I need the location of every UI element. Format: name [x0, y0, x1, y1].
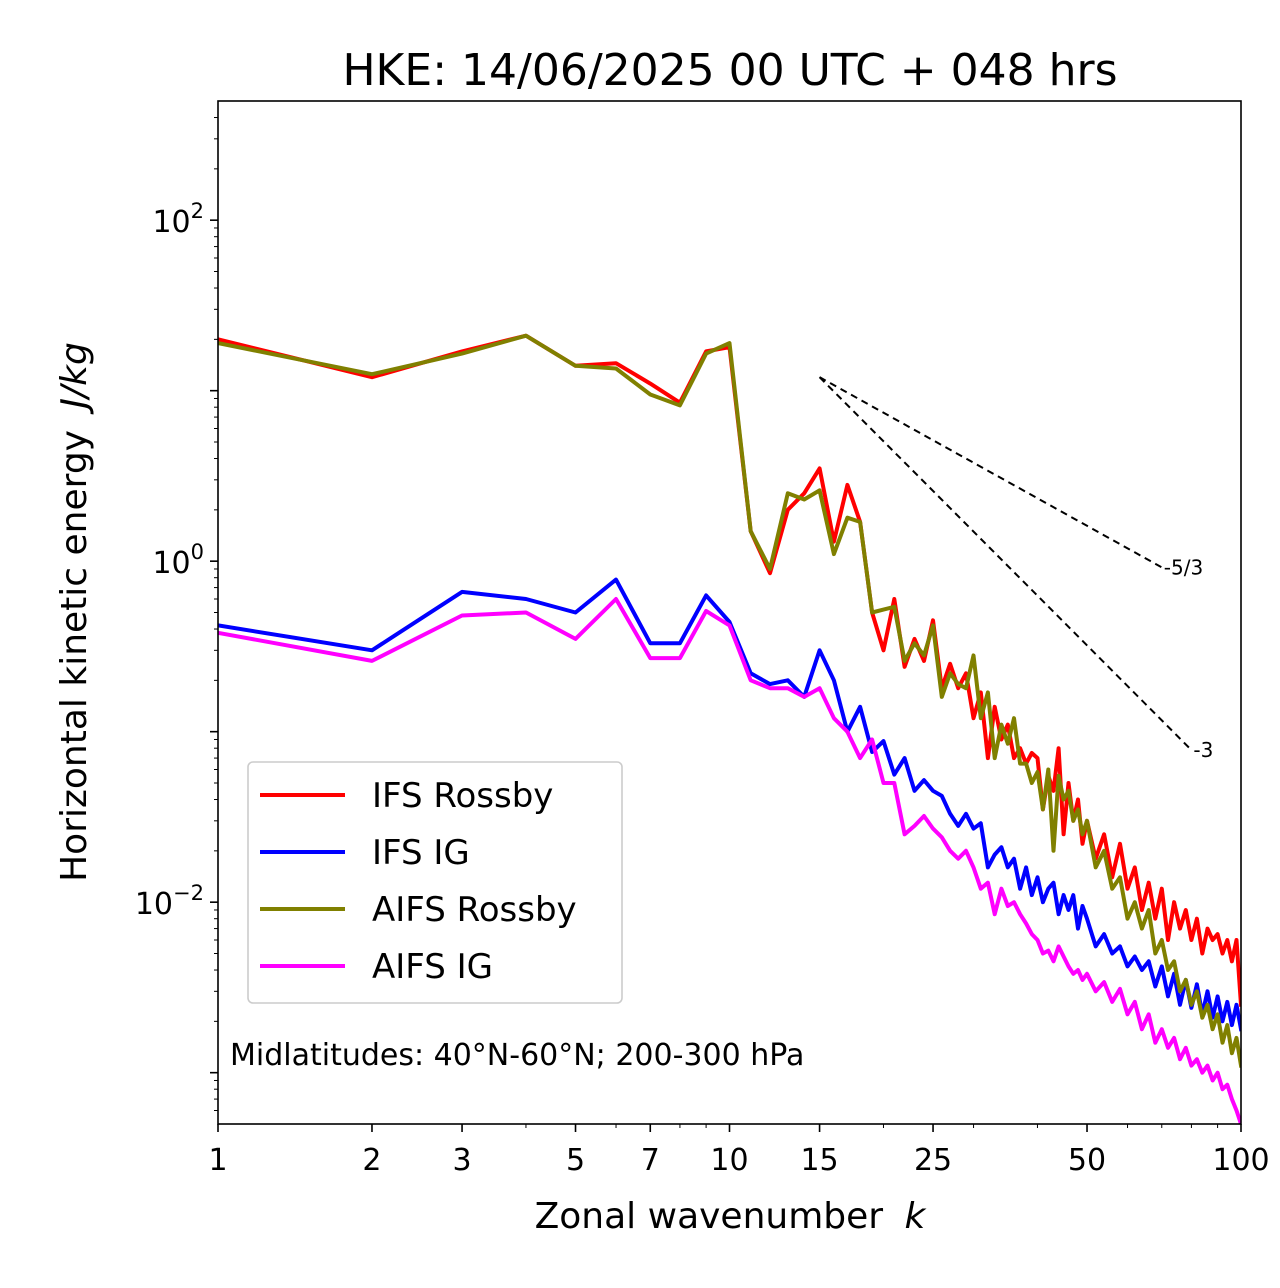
- legend-label: AIFS IG: [372, 947, 493, 987]
- reference-slopes: -5/3 -3: [818, 376, 1213, 762]
- y-tick-base: 10: [152, 546, 190, 581]
- slope-label: -3: [1193, 738, 1213, 762]
- slope-label: -5/3: [1164, 555, 1203, 579]
- legend-frame: [247, 761, 623, 1004]
- slope-line: [819, 376, 1163, 569]
- series-line: [218, 577, 1241, 1032]
- legend-label: AIFS Rossby: [372, 890, 577, 930]
- x-tick-label: 50: [1068, 1143, 1106, 1178]
- y-axis-label: Horizontal kinetic energy J/kg: [54, 342, 95, 882]
- x-axis-ticks: 1 2 3 5 7 10 15 25 50 100: [208, 1124, 1270, 1178]
- x-tick-label: 5: [566, 1143, 585, 1178]
- legend: IFS Rossby IFS IG AIFS Rossby AIFS IG: [247, 761, 623, 1004]
- region-annotation: Midlatitudes: 40°N-60°N; 200-300 hPa: [230, 1038, 804, 1073]
- x-tick-label: 15: [800, 1143, 838, 1178]
- x-tick-label: 10: [710, 1143, 748, 1178]
- series-layer: [218, 333, 1241, 1124]
- y-axis-label-unit: J/kg: [54, 342, 95, 414]
- slope-line: [818, 376, 1193, 751]
- x-tick-label: 3: [453, 1143, 472, 1178]
- legend-label: IFS Rossby: [372, 776, 553, 816]
- x-tick-label: 7: [641, 1143, 660, 1178]
- y-tick-exponent: 0: [191, 540, 204, 564]
- y-tick-exponent: 2: [191, 199, 204, 223]
- y-tick-label: 100: [152, 540, 204, 581]
- series-line: [218, 597, 1241, 1124]
- y-axis-label-text: Horizontal kinetic energy: [54, 430, 95, 882]
- legend-label: IFS IG: [372, 833, 470, 873]
- y-tick-base: 10: [152, 205, 190, 240]
- chart-title: HKE: 14/06/2025 00 UTC + 048 hrs: [342, 45, 1117, 96]
- series-line: [218, 333, 1241, 1068]
- x-tick-label: 2: [362, 1143, 381, 1178]
- y-tick-base: 10: [135, 887, 173, 922]
- y-tick-label: 102: [152, 199, 204, 240]
- y-tick-label: 10−2: [135, 881, 204, 922]
- x-tick-label: 1: [208, 1143, 227, 1178]
- x-axis-label-text: Zonal wavenumber: [535, 1196, 884, 1237]
- x-axis-label: Zonal wavenumber k: [535, 1196, 928, 1237]
- plot-frame: [217, 100, 1242, 1125]
- x-tick-label: 100: [1212, 1143, 1269, 1178]
- y-tick-exponent: −2: [173, 881, 204, 905]
- x-axis-label-var: k: [905, 1196, 928, 1237]
- x-tick-label: 25: [914, 1143, 952, 1178]
